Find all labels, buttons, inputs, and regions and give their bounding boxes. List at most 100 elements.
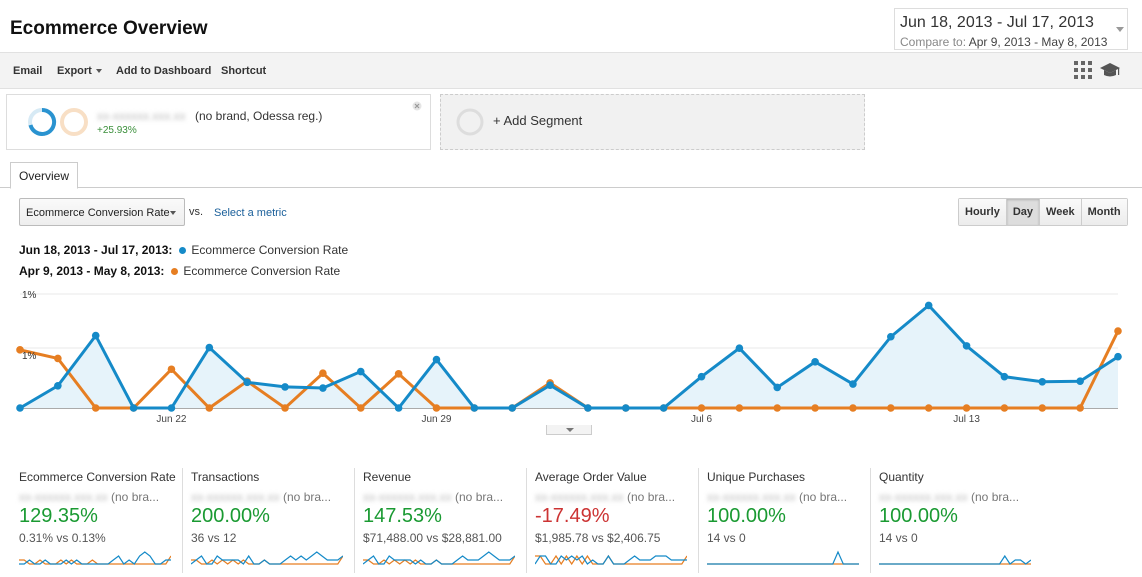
legend-metric: Ecommerce Conversion Rate bbox=[191, 243, 349, 257]
data-point bbox=[1114, 352, 1122, 361]
data-point bbox=[924, 404, 933, 412]
sparkline-series bbox=[19, 551, 171, 565]
legend-dot-previous bbox=[171, 268, 179, 276]
metric-card[interactable]: Average Order Value xx-xxxxxx.xxx.xx (no … bbox=[535, 468, 707, 573]
data-point bbox=[356, 367, 365, 376]
data-point bbox=[167, 404, 176, 412]
data-point bbox=[735, 404, 744, 412]
export-button[interactable]: Export bbox=[57, 65, 102, 77]
metric-card-name: Transactions bbox=[191, 470, 260, 484]
sparkline bbox=[363, 551, 515, 565]
sparkline bbox=[19, 551, 171, 565]
data-point bbox=[319, 384, 327, 392]
legend-row-current: Jun 18, 2013 - Jul 17, 2013: Ecommerce Co… bbox=[19, 243, 348, 257]
sparkline-series bbox=[879, 554, 1031, 565]
sparkline bbox=[879, 554, 1031, 565]
day-button[interactable]: Day bbox=[1006, 199, 1041, 225]
close-icon[interactable] bbox=[412, 101, 422, 111]
metric-select-value: Ecommerce Conversion Rate bbox=[26, 207, 170, 219]
metric-card[interactable]: Ecommerce Conversion Rate xx-xxxxxx.xxx.x… bbox=[19, 468, 191, 573]
email-button[interactable]: Email bbox=[13, 65, 43, 77]
legend-dot-current bbox=[179, 247, 187, 255]
hourly-button[interactable]: Hourly bbox=[959, 199, 1007, 225]
data-point bbox=[281, 404, 289, 412]
week-button[interactable]: Week bbox=[1040, 199, 1082, 225]
compare-label: Compare to: bbox=[900, 35, 967, 49]
data-point bbox=[621, 404, 630, 412]
x-tick-label: Jun 22 bbox=[156, 414, 186, 425]
data-point bbox=[811, 358, 819, 366]
data-point bbox=[849, 380, 857, 388]
metric-card-change: 129.35% bbox=[19, 505, 98, 527]
data-point bbox=[1000, 404, 1009, 412]
data-point bbox=[1000, 372, 1009, 381]
x-tick-label: Jul 6 bbox=[691, 414, 713, 425]
segment-suffix: (no bra... bbox=[799, 490, 848, 504]
metric-select[interactable]: Ecommerce Conversion Rate bbox=[19, 198, 185, 226]
page-title: Ecommerce Overview bbox=[10, 18, 208, 39]
data-point bbox=[962, 342, 971, 350]
sparkline bbox=[535, 554, 687, 566]
data-point bbox=[432, 355, 441, 364]
sparkline-series bbox=[363, 555, 515, 565]
segment-placeholder-icon bbox=[456, 108, 484, 136]
y-tick-label: 1% bbox=[22, 351, 37, 362]
data-point bbox=[129, 404, 138, 412]
metric-card[interactable]: Transactions xx-xxxxxx.xxx.xx (no bra... 2… bbox=[191, 468, 363, 573]
report-toolbar: Email Export Add to Dashboard Shortcut bbox=[0, 52, 1142, 89]
metric-card[interactable]: Revenue xx-xxxxxx.xxx.xx (no bra... 147.53… bbox=[363, 468, 535, 573]
date-range-picker[interactable]: Jun 18, 2013 - Jul 17, 2013 Compare to: … bbox=[894, 8, 1128, 50]
segment-label: (no brand, Odessa reg.) bbox=[195, 109, 323, 123]
legend-range: Apr 9, 2013 - May 8, 2013: bbox=[19, 264, 165, 278]
metric-card[interactable]: Unique Purchases xx-xxxxxx.xxx.xx (no bra… bbox=[707, 468, 879, 573]
data-point bbox=[1038, 377, 1047, 386]
select-metric-link[interactable]: Select a metric bbox=[214, 207, 287, 219]
data-point bbox=[735, 344, 744, 352]
sparkline-series bbox=[19, 555, 171, 565]
grid-view-icon[interactable] bbox=[1074, 61, 1092, 79]
sparkline-series bbox=[707, 550, 859, 565]
data-point bbox=[54, 354, 62, 363]
data-point bbox=[394, 404, 403, 412]
segment-name-blurred: xx-xxxxxx.xxx.xx bbox=[19, 490, 108, 504]
y-tick-label: 1% bbox=[22, 290, 37, 301]
segment-suffix: (no bra... bbox=[111, 490, 160, 504]
sparkline bbox=[707, 550, 859, 565]
add-segment-button[interactable]: + Add Segment bbox=[440, 94, 865, 150]
data-point bbox=[16, 346, 24, 354]
data-point bbox=[508, 404, 517, 412]
metric-card-segment: xx-xxxxxx.xxx.xx (no bra... bbox=[879, 490, 1019, 504]
chevron-down-icon bbox=[170, 211, 176, 215]
data-point bbox=[773, 404, 782, 412]
graduation-cap-icon[interactable] bbox=[1100, 61, 1120, 79]
metric-card-change: -17.49% bbox=[535, 505, 610, 527]
data-point bbox=[887, 404, 895, 412]
sparkline-series bbox=[363, 551, 515, 565]
x-tick-label: Jul 13 bbox=[953, 414, 980, 425]
card-divider bbox=[870, 468, 871, 573]
segment-card-active[interactable]: xx-xxxxxx.xxx.xx (no brand, Odessa reg.)… bbox=[6, 94, 431, 150]
data-point bbox=[584, 404, 592, 412]
metric-card[interactable]: Quantity xx-xxxxxx.xxx.xx (no bra... 100.0… bbox=[879, 468, 1051, 573]
data-point bbox=[849, 404, 857, 412]
line-chart[interactable]: Jun 22 Jun 29 Jul 6 Jul 13 1% 1% bbox=[0, 284, 1142, 434]
shortcut-button[interactable]: Shortcut bbox=[221, 65, 267, 77]
vs-label: vs. bbox=[189, 206, 204, 218]
data-point bbox=[811, 404, 819, 412]
metric-card-change: 100.00% bbox=[707, 505, 786, 527]
sparkline-series bbox=[535, 554, 687, 565]
x-tick-label: Jun 29 bbox=[421, 414, 451, 425]
segment-name-blurred: xx-xxxxxx.xxx.xx bbox=[363, 490, 452, 504]
month-button[interactable]: Month bbox=[1081, 199, 1127, 225]
data-point bbox=[773, 383, 782, 392]
data-point bbox=[319, 369, 327, 378]
metric-card-name: Quantity bbox=[879, 470, 924, 484]
tab-overview[interactable]: Overview bbox=[10, 162, 79, 189]
segment-name-blurred: xx-xxxxxx.xxx.xx bbox=[97, 109, 186, 123]
segment-change: +25.93% bbox=[97, 125, 137, 136]
add-to-dashboard-button[interactable]: Add to Dashboard bbox=[116, 65, 212, 77]
metric-card-change: 100.00% bbox=[879, 505, 958, 527]
sparkline bbox=[191, 551, 343, 565]
sparkline-series bbox=[191, 551, 343, 565]
chart-collapse-handle[interactable] bbox=[546, 425, 592, 435]
